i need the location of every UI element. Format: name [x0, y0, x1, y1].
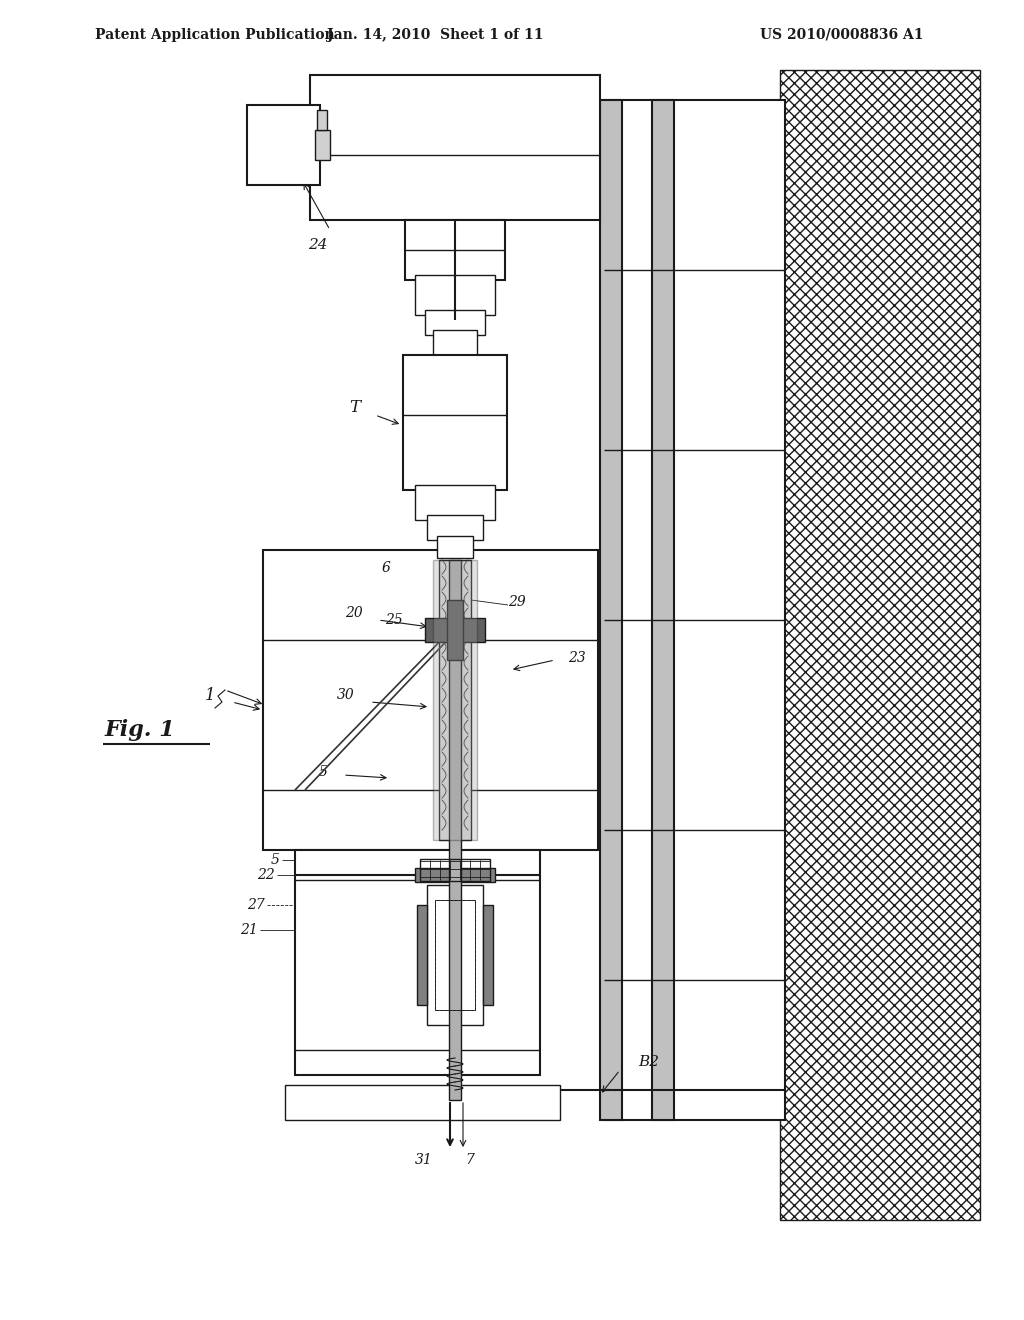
- Bar: [600, 100, 622, 1119]
- Bar: [295, 850, 540, 1074]
- Text: 31: 31: [416, 1152, 433, 1167]
- Text: Patent Application Publication: Patent Application Publication: [95, 28, 335, 42]
- Bar: [415, 869, 495, 882]
- Text: 26: 26: [446, 953, 464, 968]
- Bar: [415, 275, 495, 315]
- Bar: [425, 618, 485, 642]
- Text: 6: 6: [381, 561, 390, 576]
- Bar: [437, 536, 473, 558]
- Bar: [435, 900, 475, 1010]
- Bar: [447, 601, 463, 660]
- Text: 22: 22: [257, 869, 275, 882]
- Text: 29: 29: [508, 595, 525, 609]
- Bar: [415, 484, 495, 520]
- Bar: [435, 900, 475, 1010]
- Text: 1: 1: [205, 686, 215, 704]
- Bar: [427, 515, 483, 540]
- Bar: [433, 560, 477, 840]
- Text: Jan. 14, 2010  Sheet 1 of 11: Jan. 14, 2010 Sheet 1 of 11: [327, 28, 544, 42]
- Text: Fig. 1: Fig. 1: [105, 719, 176, 741]
- Text: 5: 5: [319, 766, 328, 779]
- Bar: [417, 906, 427, 1005]
- Text: 5: 5: [271, 853, 280, 867]
- Bar: [449, 560, 461, 1100]
- Text: 27: 27: [247, 898, 265, 912]
- Text: 25: 25: [385, 612, 403, 627]
- Text: 20: 20: [345, 606, 362, 620]
- Bar: [247, 106, 319, 185]
- Bar: [433, 330, 477, 355]
- Text: 7: 7: [465, 1152, 474, 1167]
- Bar: [406, 220, 505, 280]
- Bar: [780, 70, 980, 1220]
- Bar: [483, 906, 493, 1005]
- Text: B2: B2: [638, 1055, 659, 1069]
- Bar: [317, 110, 327, 129]
- Text: T: T: [349, 400, 360, 417]
- Text: US 2010/0008836 A1: US 2010/0008836 A1: [760, 28, 924, 42]
- Bar: [604, 100, 785, 1119]
- Text: 23: 23: [568, 651, 586, 665]
- Bar: [263, 550, 598, 850]
- Bar: [439, 560, 471, 840]
- Bar: [427, 884, 483, 1026]
- Bar: [403, 355, 507, 490]
- Bar: [315, 129, 330, 160]
- Text: 30: 30: [337, 688, 355, 702]
- Bar: [285, 1085, 560, 1119]
- Bar: [310, 75, 600, 220]
- Text: 24: 24: [308, 238, 328, 252]
- Text: 21: 21: [241, 923, 258, 937]
- Bar: [420, 859, 490, 880]
- Bar: [425, 310, 485, 335]
- Bar: [652, 100, 674, 1119]
